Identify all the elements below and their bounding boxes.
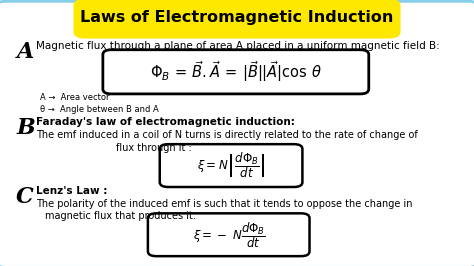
- Text: $\Phi_{B}\, =\, \vec{B}.\vec{A}\, =\, |\vec{B}||\vec{A}|\cos\,\theta$: $\Phi_{B}\, =\, \vec{B}.\vec{A}\, =\, |\…: [150, 59, 322, 84]
- Text: The polarity of the induced emf is such that it tends to oppose the change in: The polarity of the induced emf is such …: [36, 199, 412, 209]
- Text: magnetic flux that produces it.: magnetic flux that produces it.: [45, 211, 196, 222]
- Text: Laws of Electromagnetic Induction: Laws of Electromagnetic Induction: [80, 10, 394, 25]
- FancyBboxPatch shape: [160, 144, 302, 187]
- Text: θ →  Angle between B and A: θ → Angle between B and A: [40, 105, 159, 114]
- Text: $\xi=N\left|\dfrac{d\Phi_B}{dt}\right|$: $\xi=N\left|\dfrac{d\Phi_B}{dt}\right|$: [197, 151, 266, 180]
- Text: Magnetic flux through a plane of area A placed in a uniform magnetic field B:: Magnetic flux through a plane of area A …: [36, 41, 439, 51]
- Text: A →  Area vector: A → Area vector: [40, 93, 110, 102]
- Text: Lenz's Law :: Lenz's Law :: [36, 186, 107, 196]
- Text: C: C: [16, 186, 33, 208]
- Text: $\xi= -\ N\dfrac{d\Phi_B}{dt}$: $\xi= -\ N\dfrac{d\Phi_B}{dt}$: [193, 220, 266, 250]
- FancyBboxPatch shape: [73, 0, 401, 39]
- Text: Faraday's law of electromagnetic induction:: Faraday's law of electromagnetic inducti…: [36, 117, 294, 127]
- Text: The emf induced in a coil of N turns is directly related to the rate of change o: The emf induced in a coil of N turns is …: [36, 130, 417, 140]
- Text: B: B: [17, 117, 36, 139]
- FancyBboxPatch shape: [148, 213, 310, 256]
- Text: flux through it :: flux through it :: [116, 143, 192, 153]
- Text: A: A: [17, 41, 34, 63]
- FancyBboxPatch shape: [103, 50, 369, 94]
